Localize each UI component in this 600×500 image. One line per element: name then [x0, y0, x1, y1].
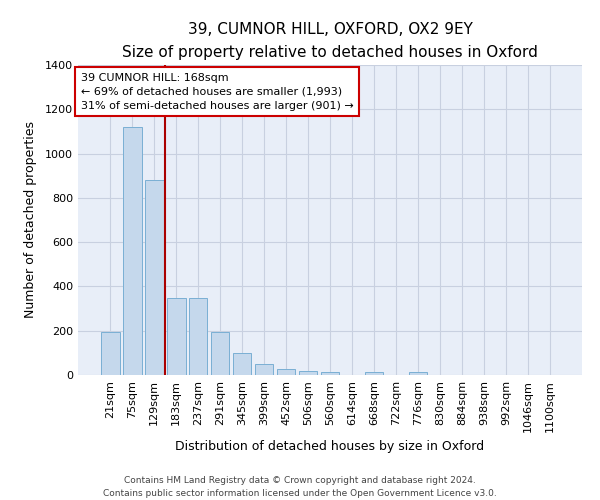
- Bar: [189, 298, 208, 375]
- Bar: [365, 372, 383, 375]
- Bar: [255, 364, 274, 375]
- Bar: [409, 372, 427, 375]
- Y-axis label: Number of detached properties: Number of detached properties: [23, 122, 37, 318]
- Bar: [299, 370, 317, 375]
- Bar: [145, 180, 164, 375]
- X-axis label: Distribution of detached houses by size in Oxford: Distribution of detached houses by size …: [175, 440, 485, 453]
- Text: Contains HM Land Registry data © Crown copyright and database right 2024.
Contai: Contains HM Land Registry data © Crown c…: [103, 476, 497, 498]
- Bar: [101, 332, 119, 375]
- Text: 39 CUMNOR HILL: 168sqm
← 69% of detached houses are smaller (1,993)
31% of semi-: 39 CUMNOR HILL: 168sqm ← 69% of detached…: [80, 72, 353, 111]
- Bar: [277, 370, 295, 375]
- Bar: [211, 332, 229, 375]
- Bar: [167, 298, 185, 375]
- Bar: [123, 127, 142, 375]
- Title: 39, CUMNOR HILL, OXFORD, OX2 9EY
Size of property relative to detached houses in: 39, CUMNOR HILL, OXFORD, OX2 9EY Size of…: [122, 22, 538, 60]
- Bar: [233, 353, 251, 375]
- Bar: [320, 372, 340, 375]
